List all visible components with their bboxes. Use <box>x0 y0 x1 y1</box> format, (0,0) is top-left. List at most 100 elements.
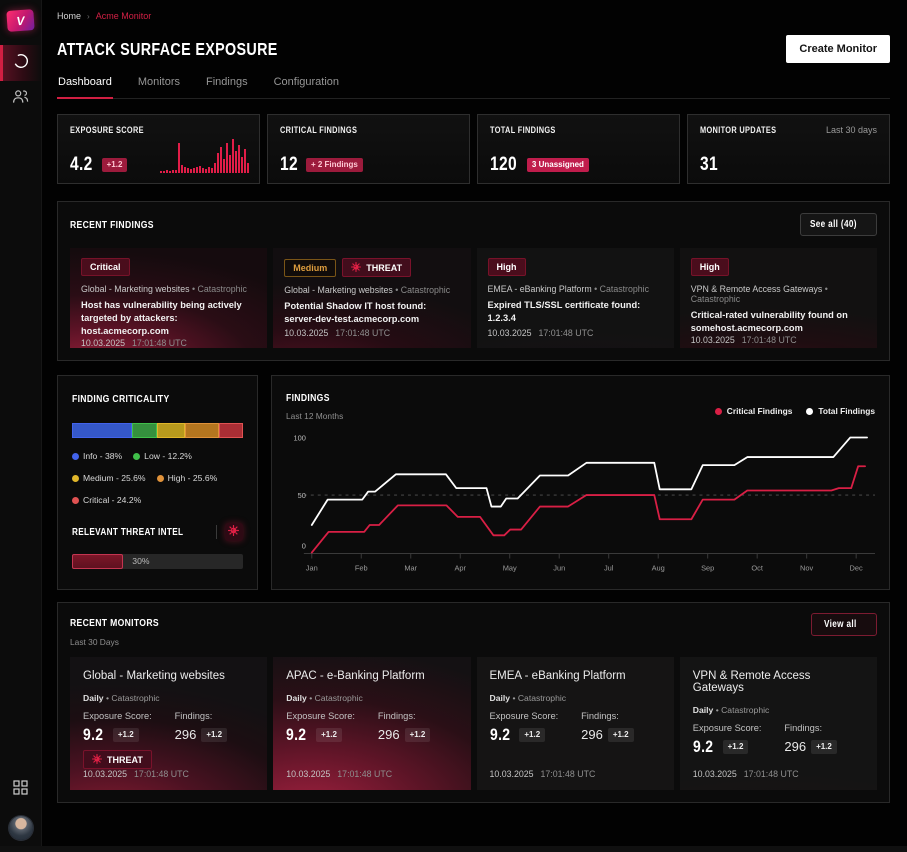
findings-label: Findings: <box>377 711 416 721</box>
exposure-score-label: Exposure Score: <box>83 711 152 721</box>
finding-date: 10.03.2025 17:01:48 UTC <box>487 328 594 338</box>
finding-criticality-title: FINDING CRITICALITY <box>72 393 170 405</box>
finding-card[interactable]: High EMEA - eBanking Platform • Catastro… <box>476 248 674 348</box>
stat-cards-row: EXPOSURE SCORE 4.2 +1.2 CRITICAL FINDING… <box>57 114 890 184</box>
finding-date: 10.03.2025 17:01:48 UTC <box>284 328 391 338</box>
tab-dashboard[interactable]: Dashboard <box>57 76 113 99</box>
finding-cards-grid: Critical Global - Marketing websites • C… <box>58 247 889 360</box>
findings-label: Findings: <box>174 711 213 721</box>
stat-delta-badge: 3 Unassigned <box>526 157 589 172</box>
legend-dot <box>156 474 164 482</box>
criticality-segment-medium <box>157 423 185 438</box>
exposure-score-label: Exposure Score: <box>489 711 559 721</box>
threat-badge: THREAT <box>83 750 152 769</box>
stat-card-total-findings[interactable]: TOTAL FINDINGS 120 3 Unassigned <box>477 114 680 184</box>
breadcrumb-separator-icon: › <box>87 11 90 21</box>
monitor-date: 10.03.2025 17:01:48 UTC <box>489 769 596 779</box>
monitor-card[interactable]: VPN & Remote Access Gateways Daily • Cat… <box>679 657 877 790</box>
stat-card-critical-findings[interactable]: CRITICAL FINDINGS 12 + 2 Findings <box>267 114 470 184</box>
findings-delta-badge: +1.2 <box>201 727 228 742</box>
tab-findings[interactable]: Findings <box>206 76 248 88</box>
stat-value: 31 <box>700 154 718 175</box>
threat-intel-header: RELEVANT THREAT INTEL <box>72 523 243 541</box>
stat-title: CRITICAL FINDINGS <box>280 125 358 135</box>
exposure-score-value: 9.2 <box>83 724 104 744</box>
svg-text:Apr: Apr <box>454 563 466 572</box>
exposure-score-value: 9.2 <box>692 736 714 756</box>
tab-configuration[interactable]: Configuration <box>273 76 340 88</box>
legend-dot <box>72 474 79 482</box>
finding-card[interactable]: Medium THREAT Global - Marketing website… <box>273 248 471 348</box>
finding-scope: Global - Marketing websites • Catastroph… <box>284 285 451 295</box>
monitor-date: 10.03.2025 17:01:48 UTC <box>692 769 799 779</box>
criticality-legend: Info - 38% Low - 12.2% Medium - 25.6% High … <box>72 451 243 505</box>
user-avatar[interactable] <box>8 816 33 840</box>
radar-icon <box>12 52 30 75</box>
recent-monitors-title: RECENT MONITORS <box>70 617 159 629</box>
see-all-button[interactable]: See all (40) <box>799 213 877 236</box>
page-header: ATTACK SURFACE EXPOSURE Create Monitor <box>57 35 890 63</box>
finding-card[interactable]: High VPN & Remote Access Gateways • Cata… <box>679 248 877 348</box>
stat-value: 12 <box>280 154 298 175</box>
finding-text: Critical-rated vulnerability found on so… <box>690 310 848 334</box>
sidebar-item-users[interactable] <box>0 81 42 117</box>
monitor-card[interactable]: APAC - e-Banking Platform Daily • Catast… <box>273 657 471 790</box>
sidebar-item-apps[interactable] <box>0 780 42 800</box>
stat-value: 4.2 <box>70 154 93 175</box>
sidebar-bottom <box>0 780 42 840</box>
monitor-cards-grid: Global - Marketing websites Daily • Cata… <box>58 647 889 802</box>
monitor-title: VPN & Remote Access Gateways <box>692 670 811 694</box>
findings-value: 296 <box>581 727 603 742</box>
virus-icon <box>91 753 103 766</box>
severity-badge: High <box>690 258 729 276</box>
breadcrumb-current[interactable]: Acme Monitor <box>95 11 152 21</box>
monitor-date: 10.03.2025 17:01:48 UTC <box>286 769 393 779</box>
brand-logo[interactable]: V <box>6 9 35 32</box>
monitor-card[interactable]: EMEA - eBanking Platform Daily • Catastr… <box>476 657 674 790</box>
stat-card-monitor-updates[interactable]: MONITOR UPDATES Last 30 days 31 <box>687 114 890 184</box>
criticality-legend-item: Medium - 25.6% <box>72 473 146 483</box>
monitor-card[interactable]: Global - Marketing websites Daily • Cata… <box>70 657 268 790</box>
exposure-score-label: Exposure Score: <box>286 711 355 721</box>
criticality-segment-info <box>72 423 132 438</box>
monitor-meta: Daily • Catastrophic <box>83 693 160 703</box>
breadcrumb-home[interactable]: Home <box>57 11 82 21</box>
recent-monitors-subtitle: Last 30 Days <box>70 637 119 647</box>
exposure-delta-badge: +1.2 <box>316 727 342 742</box>
stat-value: 120 <box>490 154 517 175</box>
findings-delta-badge: +1.2 <box>404 727 431 742</box>
finding-card[interactable]: Critical Global - Marketing websites • C… <box>70 248 268 348</box>
create-monitor-button[interactable]: Create Monitor <box>786 35 890 63</box>
svg-text:Aug: Aug <box>652 563 665 572</box>
recent-findings-panel: RECENT FINDINGS See all (40) Critical Gl… <box>57 201 890 361</box>
exposure-sparkline <box>160 135 249 173</box>
sidebar-item-monitoring[interactable] <box>0 45 42 81</box>
criticality-segment-low <box>131 423 158 438</box>
tab-monitors[interactable]: Monitors <box>137 76 181 88</box>
criticality-segment-critical <box>219 423 243 438</box>
svg-text:100: 100 <box>293 434 305 443</box>
exposure-delta-badge: +1.2 <box>722 739 749 754</box>
page-title: ATTACK SURFACE EXPOSURE <box>57 38 278 59</box>
view-all-button[interactable]: View all <box>811 613 877 636</box>
users-icon <box>12 89 29 109</box>
recent-monitors-header: RECENT MONITORS Last 30 Days View all <box>58 603 889 647</box>
findings-chart-panel: FINDINGS Last 12 Months Critical Finding… <box>271 375 890 590</box>
tab-bar: Dashboard Monitors Findings Configuration <box>57 76 890 99</box>
svg-text:May: May <box>503 563 517 572</box>
stat-delta-badge: + 2 Findings <box>305 157 363 172</box>
severity-badge: Medium <box>284 258 337 277</box>
legend-dot <box>714 407 722 415</box>
exposure-score-value: 9.2 <box>286 724 307 744</box>
stat-card-exposure-score[interactable]: EXPOSURE SCORE 4.2 +1.2 <box>57 114 260 184</box>
svg-text:Jan: Jan <box>306 563 318 572</box>
virus-icon <box>228 523 240 541</box>
window-bottom-edge <box>0 846 907 852</box>
brand-logo-letter: V <box>16 13 25 28</box>
svg-text:Jul: Jul <box>604 563 614 572</box>
findings-delta-badge: +1.2 <box>811 739 837 754</box>
threat-intel-progress: 30% <box>72 554 243 569</box>
virus-icon <box>351 261 362 274</box>
findings-line-chart: 0 50 100 Jan Feb Mar Apr May Jun Jul Aug Sep Oct Nov D… <box>293 434 875 572</box>
monitor-meta: Daily • Catastrophic <box>489 693 567 703</box>
